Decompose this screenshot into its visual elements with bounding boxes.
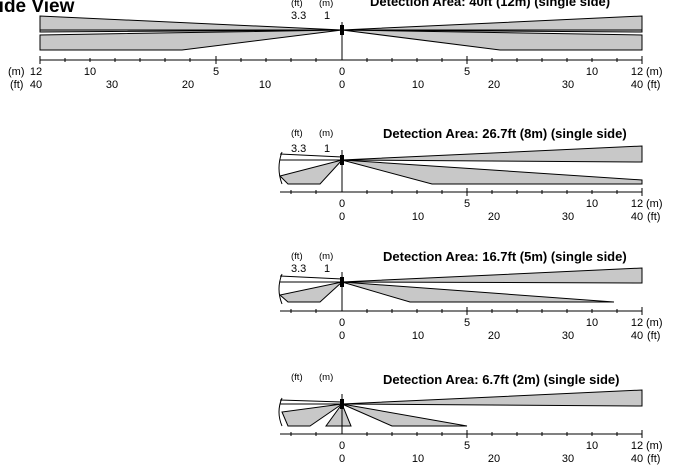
tick-label-ft: 30 [562,211,574,223]
height-m-value: 1 [324,143,330,155]
tick-label-m: 10 [586,198,598,210]
detection-zone [341,15,643,33]
panel-40ft: Detection Area: 40ft (12m) (single side)… [8,0,663,91]
tick-label-m: 12 [631,317,643,329]
detection-zone [341,159,643,185]
sensor-marker [340,155,344,165]
tick-label-ft: 20 [488,211,500,223]
tick-label-ft: 40 [631,330,643,342]
tick-label-ft: 0 [339,330,345,342]
sensor-marker [340,25,344,35]
detection-zone [341,281,615,303]
tick-label-m: 10 [586,440,598,452]
tick-label-m: 5 [464,66,470,78]
detection-zone [39,15,343,33]
tick-label-ft: 10 [412,79,424,91]
tick-label-m: 12 [631,440,643,452]
unit-m-label: (m) [319,372,333,383]
tick-label-m: 12 [30,66,42,78]
tick-label-m: 10 [84,66,96,78]
tick-label-m: 12 [631,66,643,78]
unit-ft-label: (ft) [647,330,660,342]
tick-label-ft: 0 [339,453,345,465]
unit-m-label: (m) [319,128,333,139]
tick-label-ft: 10 [412,330,424,342]
unit-m-label: (m) [646,66,663,78]
detection-zone [341,267,643,284]
unit-ft-label: (ft) [291,251,303,262]
tick-label-ft: 30 [562,79,574,91]
detection-zone [341,389,643,407]
height-ft-value: 3.3 [291,263,306,275]
tick-label-ft: 30 [562,453,574,465]
detection-zone [281,403,343,427]
panel-16-7ft: Detection Area: 16.7ft (5m) (single side… [278,249,663,342]
tick-label-ft: 40 [631,453,643,465]
detection-zone [39,29,343,51]
unit-m-label: (m) [646,317,663,329]
unit-ft-label: (ft) [10,79,23,91]
unit-ft-label: (ft) [291,128,303,139]
tick-label-ft: 30 [106,79,118,91]
detection-zone [278,281,344,303]
unit-ft-label: (ft) [291,372,303,383]
detection-zone [341,29,643,51]
panel-26-7ft: Detection Area: 26.7ft (8m) (single side… [278,126,663,223]
tick-label-ft: 10 [412,453,424,465]
tick-label-ft: 20 [488,453,500,465]
detection-zone [341,145,643,163]
tick-label-ft: 20 [488,330,500,342]
panel-title: Detection Area: 6.7ft (2m) (single side) [383,372,619,387]
detection-zone [279,159,344,185]
tick-label-ft: 20 [182,79,194,91]
detection-zone [325,402,352,427]
tick-label-m: 5 [213,66,219,78]
side-view-title: Side View [0,0,75,17]
panel-title: Detection Area: 40ft (12m) (single side) [370,0,610,9]
unit-m-label: (m) [646,440,663,452]
height-m-value: 1 [324,263,330,275]
unit-ft-label: (ft) [647,211,660,223]
tick-label-m: 0 [339,198,345,210]
unit-ft-label: (ft) [647,79,660,91]
tick-label-ft: 40 [631,79,643,91]
panel-6-7ft: Detection Area: 6.7ft (2m) (single side)… [278,372,663,465]
unit-m-label: (m) [8,66,25,78]
sensor-marker [340,399,344,409]
tick-label-m: 12 [631,198,643,210]
tick-label-ft: 10 [259,79,271,91]
tick-label-m: 5 [464,317,470,329]
detection-zone [341,403,468,427]
height-m-value: 1 [324,10,330,22]
unit-m-label: (m) [319,0,333,9]
tick-label-m: 10 [586,317,598,329]
tick-label-ft: 40 [631,211,643,223]
tick-label-m: 5 [464,198,470,210]
panel-title: Detection Area: 16.7ft (5m) (single side… [383,249,627,264]
tick-label-m: 0 [339,440,345,452]
tick-label-ft: 0 [339,211,345,223]
unit-ft-label: (ft) [647,453,660,465]
tick-label-ft: 0 [339,79,345,91]
tick-label-m: 0 [339,317,345,329]
height-ft-value: 3.3 [291,143,306,155]
unit-m-label: (m) [319,251,333,262]
tick-label-m: 10 [586,66,598,78]
tick-label-ft: 30 [562,330,574,342]
tick-label-m: 0 [339,66,345,78]
tick-label-ft: 20 [488,79,500,91]
panel-title: Detection Area: 26.7ft (8m) (single side… [383,126,627,141]
unit-ft-label: (ft) [291,0,303,9]
tick-label-ft: 40 [30,79,42,91]
unit-m-label: (m) [646,198,663,210]
tick-label-m: 5 [464,440,470,452]
tick-label-ft: 10 [412,211,424,223]
height-ft-value: 3.3 [291,10,306,22]
sensor-marker [340,277,344,287]
